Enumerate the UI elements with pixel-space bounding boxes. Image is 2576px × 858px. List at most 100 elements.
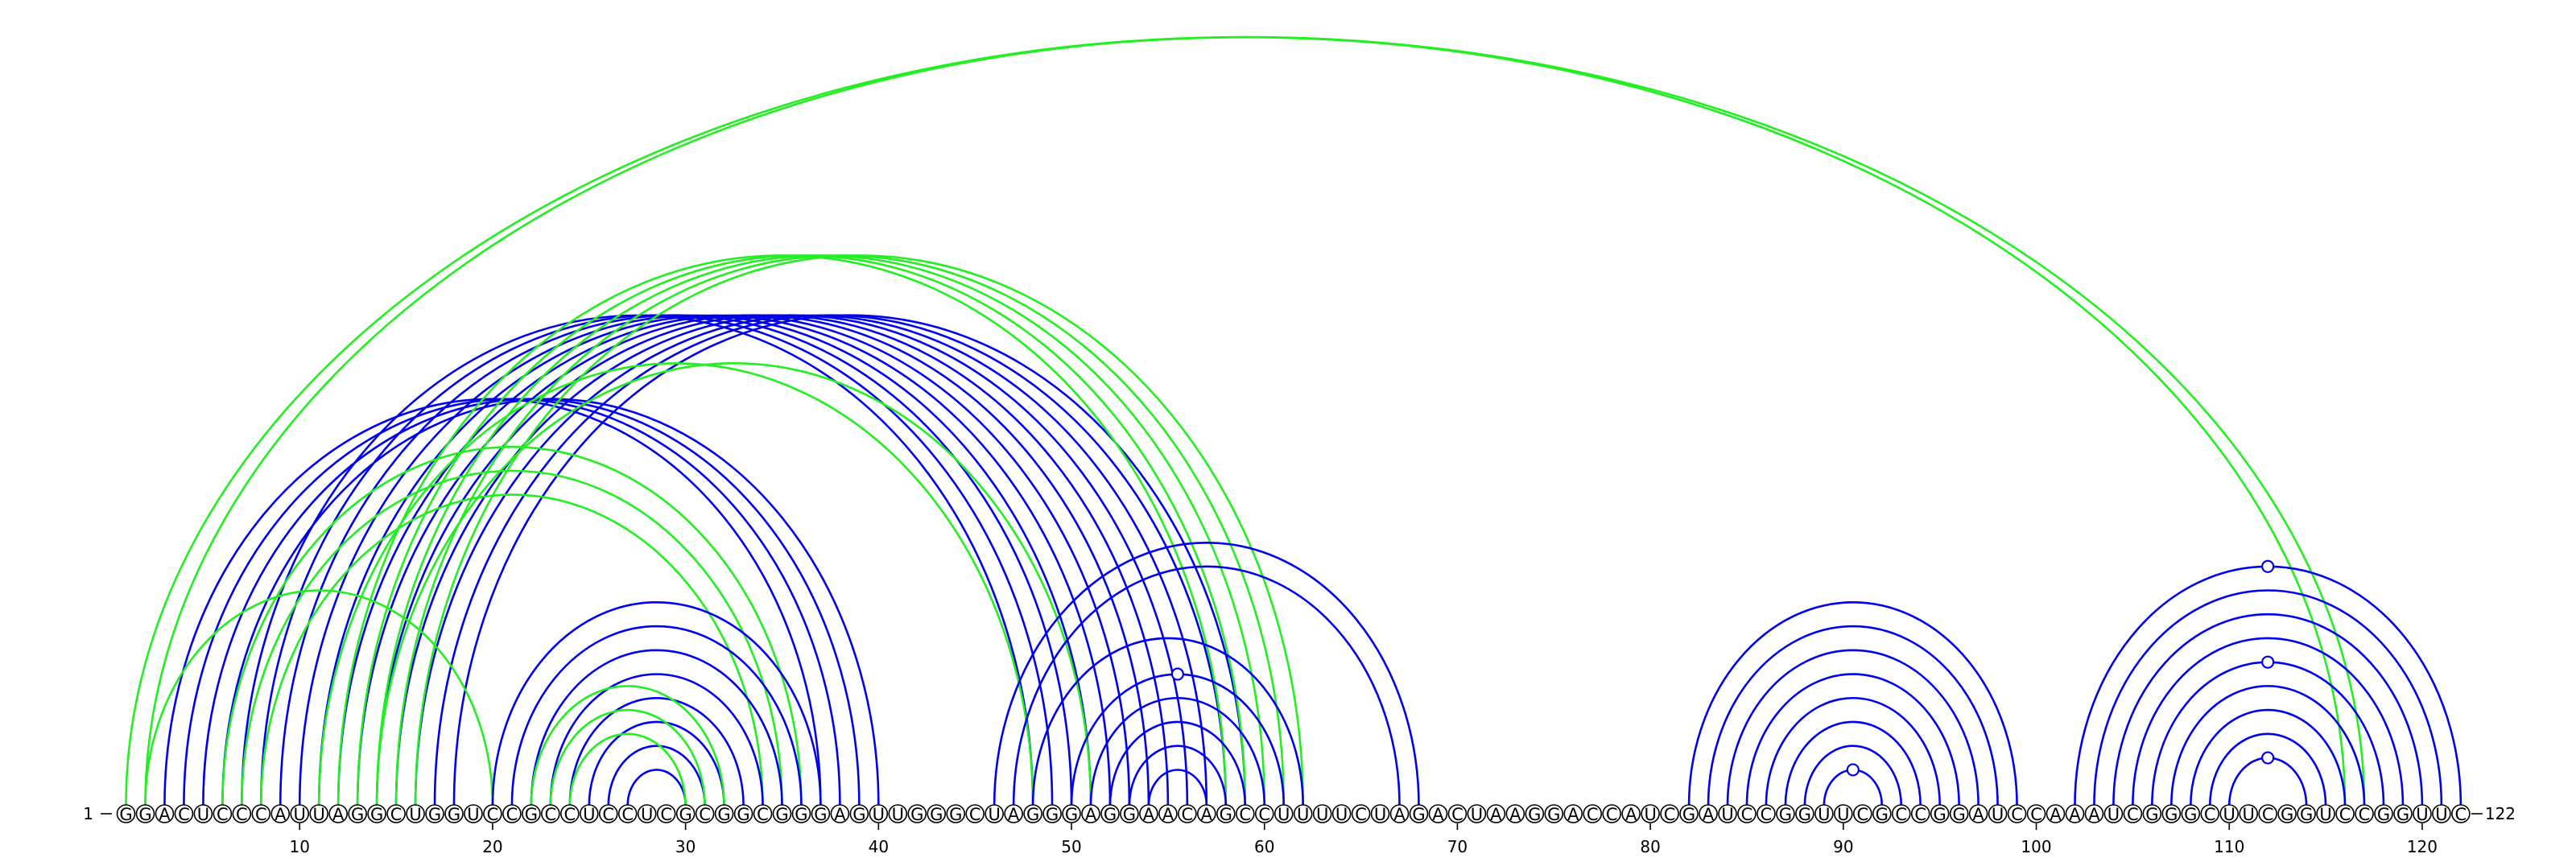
- nucleotide-39: G: [849, 804, 869, 824]
- arc-blue-24-33: [568, 696, 745, 806]
- nucleotide-letter: G: [1026, 805, 1039, 824]
- arc-blue-16-57: [414, 314, 1208, 806]
- arc-blue-48-62: [1031, 637, 1304, 806]
- position-axis: 10 20 30 40 50 60 70 80 90 100 110 120: [290, 823, 2438, 856]
- nucleotide-23: C: [541, 804, 560, 824]
- nucleotide-60: C: [1254, 804, 1274, 824]
- nucleotide-116: C: [2335, 804, 2355, 824]
- arc-green-15-61: [394, 254, 1285, 806]
- nucleotide-circle: [1158, 804, 1178, 823]
- nucleotide-letter: C: [506, 805, 518, 824]
- arc-blue-47-67: [1012, 565, 1401, 806]
- nucleotide-25: U: [579, 804, 599, 824]
- nucleotide-circle: [309, 804, 329, 823]
- nucleotide-circle: [193, 804, 213, 823]
- nucleotide-circle: [675, 804, 696, 823]
- arc-blue-88-93: [1803, 745, 1903, 806]
- arc-green-14-51: [375, 361, 1092, 806]
- nucleotide-letter: A: [159, 805, 171, 824]
- arc-blue-18-59: [452, 314, 1247, 806]
- nucleotide-50: G: [1062, 804, 1081, 824]
- nucleotide-letter: G: [1123, 805, 1136, 824]
- nucleotide-53: G: [1120, 804, 1139, 824]
- nucleotide-circle: [2239, 804, 2258, 823]
- nucleotide-8: C: [251, 804, 271, 824]
- nucleotide-75: G: [1544, 804, 1564, 824]
- nucleotide-letter: U: [2107, 805, 2120, 824]
- nucleotide-letter: C: [217, 805, 229, 824]
- arc-green-24-30: [568, 732, 687, 806]
- nucleotide-circle: [2142, 804, 2162, 823]
- arc-green-8-34: [259, 493, 764, 806]
- nucleotide-5: U: [193, 804, 213, 824]
- nucleotide-letter: G: [1876, 805, 1889, 824]
- nucleotide-circle: [985, 804, 1004, 823]
- nucleotide-circle: [1621, 804, 1641, 823]
- nucleotide-circle: [1100, 804, 1120, 823]
- nucleotide-43: G: [927, 804, 947, 824]
- arc-blue-21-36: [510, 625, 803, 806]
- nucleotide-letter: U: [1837, 805, 1849, 824]
- nucleotide-letter: G: [2377, 805, 2390, 824]
- nucleotide-circle: [1178, 804, 1197, 823]
- noncanonical-marker-106-118: [2261, 655, 2275, 669]
- nucleotide-letter: G: [910, 805, 923, 824]
- nucleotide-letter: G: [1934, 805, 1946, 824]
- nucleotide-106: G: [2142, 804, 2162, 824]
- nucleotide-78: C: [1602, 804, 1621, 824]
- nucleotide-circle: [1602, 804, 1621, 823]
- nucleotide-92: G: [1872, 804, 1892, 824]
- nucleotide-98: U: [1988, 804, 2008, 824]
- nucleotide-letter: G: [2165, 805, 2178, 824]
- nucleotide-118: G: [2374, 804, 2393, 824]
- nucleotide-41: U: [888, 804, 908, 824]
- arc-blue-51-60: [1089, 696, 1266, 806]
- nucleotide-20: C: [483, 804, 502, 824]
- nucleotide-33: G: [733, 804, 753, 824]
- nucleotide-letter: C: [1856, 805, 1868, 824]
- nucleotide-letter: G: [2281, 805, 2293, 824]
- nucleotide-101: A: [2046, 804, 2066, 824]
- nucleotide-letter: C: [2455, 805, 2467, 824]
- arc-green-1-117: [125, 35, 2366, 806]
- arc-green-11-48: [317, 361, 1034, 806]
- nucleotide-11: U: [309, 804, 329, 824]
- nucleotide-letter: U: [2319, 805, 2331, 824]
- nucleotide-15: C: [386, 804, 406, 824]
- nucleotide-letter: U: [313, 805, 325, 824]
- nucleotide-letter: G: [525, 805, 538, 824]
- nucleotide-circle: [1351, 804, 1371, 823]
- nucleotide-circle: [1331, 804, 1352, 823]
- nucleotide-86: C: [1757, 804, 1776, 824]
- nucleotide-54: A: [1139, 804, 1158, 824]
- nucleotide-31: C: [695, 804, 715, 824]
- nucleotide-circle: [1853, 804, 1872, 823]
- nucleotide-circle: [444, 804, 464, 823]
- arc-blue-107-117: [2170, 685, 2366, 806]
- nucleotide-letter: G: [949, 805, 962, 824]
- tick-label-120: 120: [2407, 837, 2438, 856]
- nucleotide-letter: U: [988, 805, 1000, 824]
- nucleotide-56: C: [1178, 804, 1197, 824]
- nucleotide-circle: [2065, 804, 2085, 823]
- nucleotide-65: C: [1351, 804, 1371, 824]
- nucleotide-letter: U: [1818, 805, 1830, 824]
- arc-blue-103-121: [2093, 589, 2443, 806]
- nucleotide-circle: [2277, 804, 2297, 823]
- nucleotide-49: G: [1042, 804, 1062, 824]
- nucleotide-letter: C: [255, 805, 267, 824]
- nucleotide-circle: [1563, 804, 1583, 823]
- nucleotide-letter: G: [814, 805, 827, 824]
- nucleotide-72: A: [1486, 804, 1506, 824]
- nucleotide-circle: [155, 804, 175, 823]
- nucleotide-111: U: [2239, 804, 2258, 824]
- nucleotide-letter: A: [1625, 805, 1637, 824]
- nucleotide-letter: C: [1741, 805, 1753, 824]
- nucleotide-95: G: [1930, 804, 1950, 824]
- nucleotide-letter: C: [1664, 805, 1676, 824]
- nucleotide-letter: U: [1471, 805, 1483, 824]
- nucleotide-letter: A: [1143, 805, 1155, 824]
- nucleotide-letter: G: [119, 805, 132, 824]
- nucleotide-46: U: [985, 804, 1004, 824]
- nucleotide-68: G: [1409, 804, 1429, 824]
